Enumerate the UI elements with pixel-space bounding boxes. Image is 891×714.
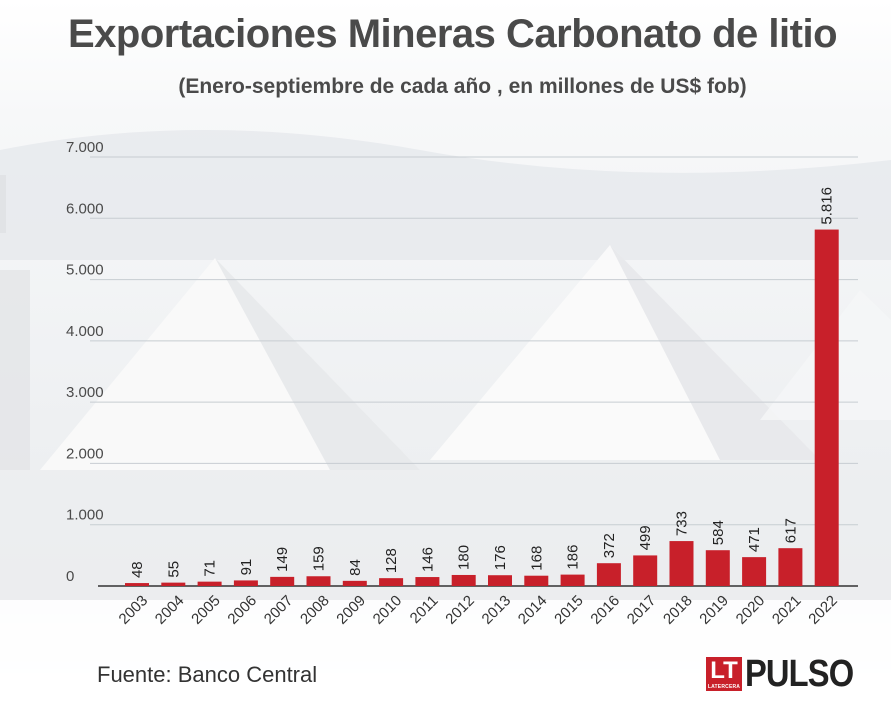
- bar-2003: [125, 583, 149, 586]
- data-label-2022: 5.816: [819, 187, 836, 225]
- data-label-2021: 617: [782, 518, 799, 543]
- x-tick-label-2005: 2005: [188, 592, 224, 628]
- bar-2005: [197, 581, 222, 586]
- x-tick-label-2016: 2016: [587, 592, 623, 628]
- logo-lt-small: LATERCERA: [707, 684, 741, 690]
- x-tick-label-2020: 2020: [733, 592, 769, 628]
- x-tick-label-2014: 2014: [515, 592, 551, 628]
- y-tick-label: 6.000: [66, 200, 104, 217]
- x-tick-label-2008: 2008: [297, 592, 333, 628]
- bar-2019: [705, 550, 730, 586]
- data-label-2017: 499: [637, 525, 654, 550]
- bar-2010: [379, 578, 404, 586]
- bar-2008: [306, 576, 331, 586]
- bar-2017: [633, 555, 658, 586]
- data-label-2005: 71: [202, 560, 219, 577]
- x-tick-label-2019: 2019: [696, 592, 732, 628]
- x-tick-label-2011: 2011: [407, 592, 442, 627]
- data-label-2013: 176: [492, 545, 509, 570]
- data-label-2020: 471: [746, 527, 763, 552]
- bar-2004: [161, 582, 186, 586]
- x-tick-label-2022: 2022: [805, 592, 841, 628]
- data-label-2019: 584: [710, 520, 727, 545]
- y-tick-label: 1.000: [66, 507, 104, 524]
- chart-title: Exportaciones Mineras Carbonato de litio: [67, 12, 838, 56]
- data-label-2004: 55: [165, 561, 182, 578]
- bar-2011: [415, 577, 440, 586]
- bar-2018: [669, 541, 694, 586]
- data-label-2009: 84: [347, 559, 364, 576]
- data-label-2011: 146: [419, 547, 436, 572]
- x-tick-label-2010: 2010: [370, 592, 406, 628]
- x-tick-label-2018: 2018: [660, 592, 696, 628]
- x-tick-label-2009: 2009: [333, 592, 369, 628]
- y-tick-label: 2.000: [66, 445, 104, 462]
- data-label-2007: 149: [274, 547, 291, 572]
- data-label-2008: 159: [311, 546, 328, 571]
- bar-2020: [742, 557, 767, 586]
- pulso-logo: LT LATERCERA PULSO: [706, 654, 871, 694]
- data-label-2003: 48: [129, 561, 146, 578]
- data-label-2010: 128: [383, 548, 400, 573]
- x-tick-label-2004: 2004: [152, 592, 188, 628]
- x-tick-label-2007: 2007: [261, 592, 297, 628]
- logo-pulso: PULSO: [745, 653, 854, 695]
- bar-2012: [451, 574, 476, 586]
- x-tick-label-2006: 2006: [224, 592, 260, 628]
- data-label-2006: 91: [238, 559, 255, 576]
- data-label-2018: 733: [674, 511, 691, 536]
- bar-2006: [233, 580, 258, 586]
- y-tick-label: 0: [66, 568, 74, 585]
- bar-2013: [488, 575, 512, 586]
- x-tick-label-2017: 2017: [624, 592, 660, 628]
- logo-lt-box: LT LATERCERA: [706, 657, 742, 691]
- x-tick-label-2003: 2003: [116, 592, 152, 628]
- bar-2015: [560, 574, 585, 586]
- data-label-2014: 168: [528, 546, 545, 571]
- y-tick-label: 4.000: [66, 323, 104, 340]
- bar-2009: [342, 580, 367, 586]
- bar-2022: [814, 229, 839, 586]
- x-tick-label-2013: 2013: [479, 592, 515, 628]
- bar-2016: [596, 563, 621, 586]
- bar-2014: [524, 575, 549, 586]
- bar-2021: [778, 548, 803, 586]
- data-label-2012: 180: [456, 545, 473, 570]
- source-note: Fuente: Banco Central: [97, 662, 318, 687]
- logo-lt: LT: [710, 657, 738, 684]
- y-tick-label: 3.000: [66, 384, 104, 401]
- data-label-2016: 372: [601, 533, 618, 558]
- y-tick-label: 7.000: [66, 139, 104, 156]
- data-label-2015: 186: [565, 545, 582, 570]
- x-tick-label-2015: 2015: [551, 592, 587, 628]
- x-tick-label-2021: 2021: [769, 592, 805, 628]
- bar-2007: [270, 576, 295, 586]
- y-tick-label: 5.000: [66, 262, 104, 279]
- chart-subtitle: (Enero-septiembre de cada año , en millo…: [178, 75, 747, 98]
- x-tick-label-2012: 2012: [442, 592, 478, 628]
